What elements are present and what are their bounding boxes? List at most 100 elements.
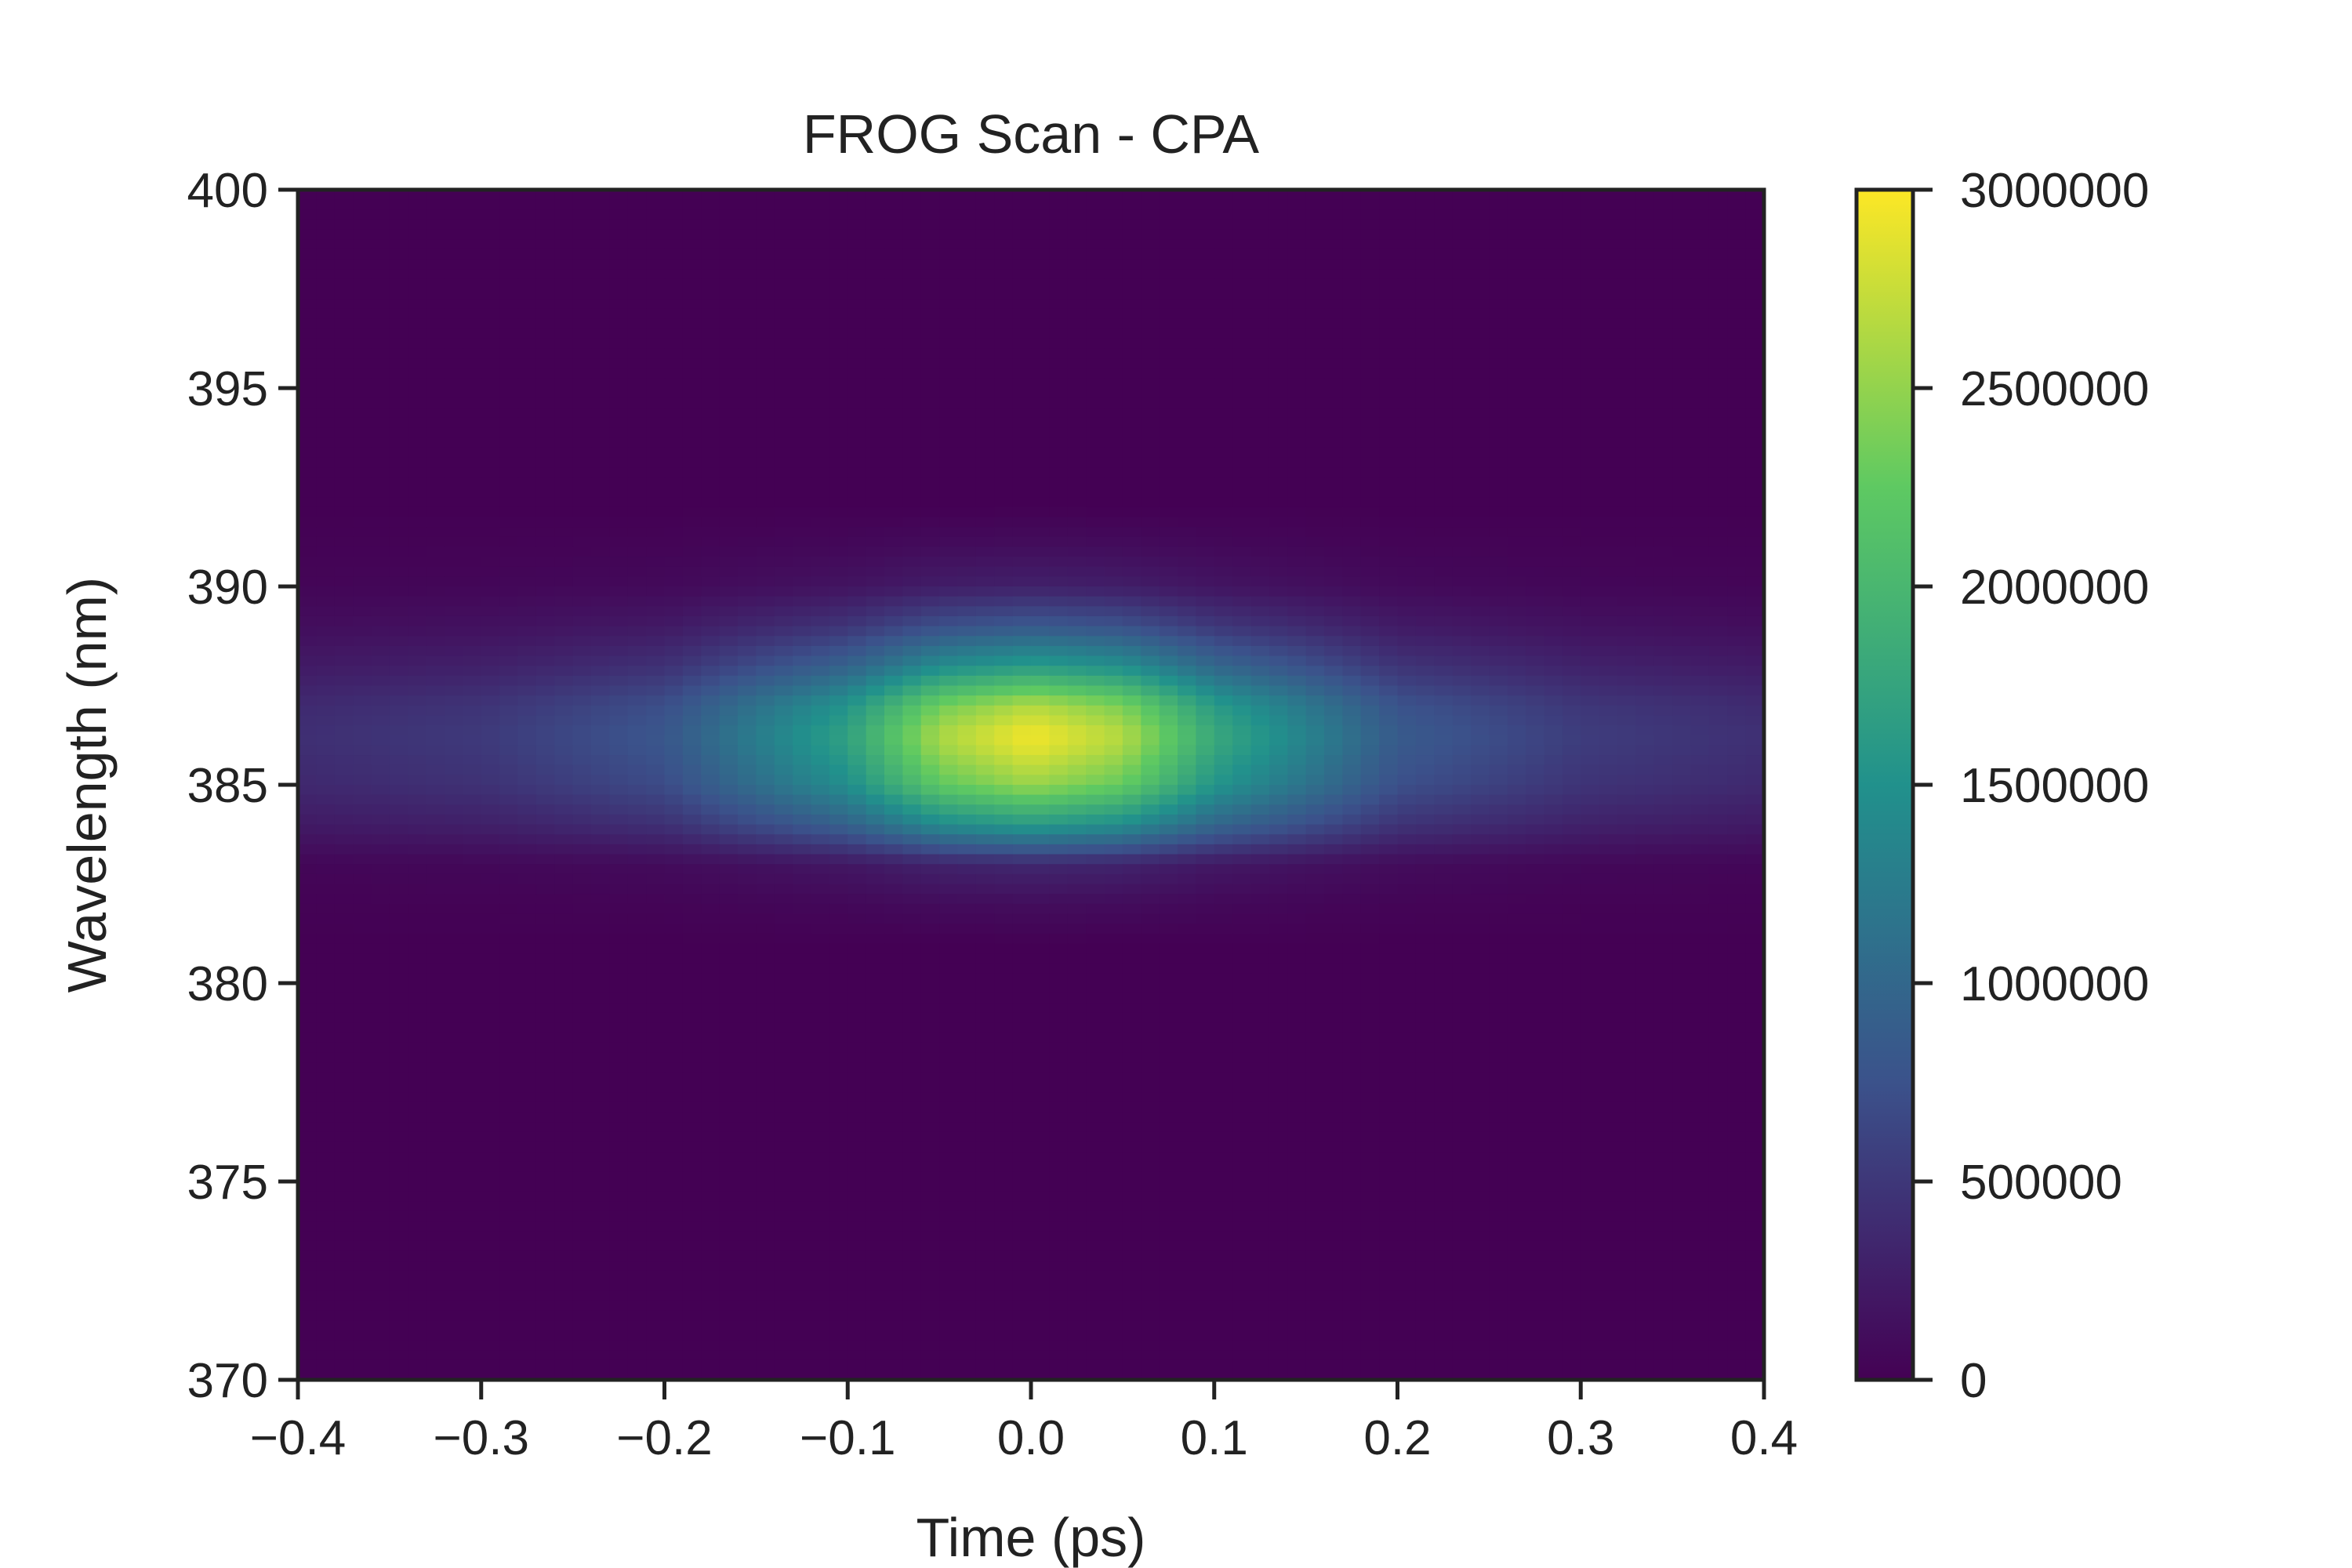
heatmap-cell bbox=[554, 626, 574, 637]
heatmap-cell bbox=[1415, 427, 1435, 438]
heatmap-cell bbox=[756, 299, 775, 310]
heatmap-cell bbox=[1104, 477, 1123, 488]
heatmap-cell bbox=[1031, 259, 1050, 270]
heatmap-cell bbox=[646, 645, 666, 657]
heatmap-cell bbox=[371, 596, 390, 607]
heatmap-cell bbox=[756, 289, 775, 299]
heatmap-cell bbox=[591, 705, 610, 717]
heatmap-cell bbox=[1471, 745, 1490, 756]
heatmap-cell bbox=[1012, 695, 1032, 706]
heatmap-cell bbox=[463, 794, 482, 805]
heatmap-cell bbox=[1122, 358, 1142, 369]
heatmap-cell bbox=[1232, 447, 1252, 459]
heatmap-cell bbox=[1672, 755, 1692, 766]
heatmap-cell bbox=[920, 715, 940, 726]
heatmap-cell bbox=[389, 695, 408, 706]
heatmap-cell bbox=[371, 655, 390, 666]
heatmap-cell bbox=[1086, 467, 1105, 478]
heatmap-cell bbox=[499, 576, 519, 587]
heatmap-cell bbox=[1544, 586, 1563, 597]
heatmap-cell bbox=[1745, 685, 1764, 696]
heatmap-cell bbox=[1415, 467, 1435, 478]
heatmap-cell bbox=[499, 259, 519, 270]
heatmap-cell bbox=[316, 785, 336, 796]
heatmap-cell bbox=[1342, 705, 1362, 717]
heatmap-cell bbox=[1287, 219, 1307, 230]
heatmap-cell bbox=[499, 775, 519, 786]
heatmap-cell bbox=[353, 586, 372, 597]
heatmap-cell bbox=[1250, 546, 1270, 557]
heatmap-cell bbox=[1672, 794, 1692, 805]
heatmap-cell bbox=[1379, 695, 1399, 706]
heatmap-cell bbox=[591, 457, 610, 468]
heatmap-cell bbox=[353, 358, 372, 369]
heatmap-cell bbox=[682, 666, 702, 677]
heatmap-cell bbox=[1342, 557, 1362, 568]
heatmap-cell bbox=[975, 408, 995, 419]
heatmap-cell bbox=[1232, 785, 1252, 796]
heatmap-cell bbox=[1360, 506, 1380, 518]
heatmap-cell bbox=[517, 259, 537, 270]
heatmap-cell bbox=[609, 190, 629, 201]
heatmap-cell bbox=[609, 675, 629, 687]
heatmap-cell bbox=[774, 566, 793, 577]
heatmap-cell bbox=[1745, 715, 1764, 726]
heatmap-cell bbox=[1324, 675, 1343, 687]
heatmap-cell bbox=[646, 348, 666, 359]
heatmap-cell bbox=[1452, 785, 1472, 796]
heatmap-cell bbox=[1031, 427, 1050, 438]
heatmap-cell bbox=[793, 408, 812, 419]
heatmap-cell bbox=[1452, 596, 1472, 607]
heatmap-cell bbox=[408, 497, 427, 508]
heatmap-cell bbox=[1727, 368, 1747, 379]
heatmap-cell bbox=[1159, 586, 1178, 597]
heatmap-cell bbox=[682, 249, 702, 260]
heatmap-cell bbox=[371, 615, 390, 627]
heatmap-cell bbox=[316, 348, 336, 359]
heatmap-cell bbox=[499, 229, 519, 240]
heatmap-cell bbox=[445, 397, 463, 408]
heatmap-cell bbox=[682, 467, 702, 478]
heatmap-cell bbox=[793, 219, 812, 230]
heatmap-cell bbox=[1581, 368, 1600, 379]
heatmap-cell bbox=[1086, 437, 1105, 448]
heatmap-cell bbox=[756, 358, 775, 369]
heatmap-cell bbox=[554, 735, 574, 746]
heatmap-cell bbox=[957, 586, 977, 597]
heatmap-cell bbox=[426, 229, 445, 240]
heatmap-cell bbox=[646, 735, 666, 746]
heatmap-cell bbox=[1581, 457, 1600, 468]
heatmap-cell bbox=[389, 308, 408, 320]
heatmap-cell bbox=[463, 606, 482, 617]
heatmap-cell bbox=[499, 705, 519, 717]
heatmap-cell bbox=[866, 626, 885, 637]
heatmap-cell bbox=[1031, 606, 1050, 617]
heatmap-cell bbox=[371, 397, 390, 408]
heatmap-cell bbox=[1342, 388, 1362, 399]
heatmap-cell bbox=[481, 427, 500, 438]
heatmap-cell bbox=[646, 289, 666, 299]
heatmap-cell bbox=[884, 338, 903, 349]
heatmap-cell bbox=[1104, 289, 1123, 299]
heatmap-cell bbox=[609, 477, 629, 488]
heatmap-cell bbox=[499, 645, 519, 657]
heatmap-cell bbox=[517, 417, 537, 429]
heatmap-cell bbox=[756, 308, 775, 320]
heatmap-cell bbox=[920, 239, 940, 250]
heatmap-cell bbox=[1434, 487, 1454, 498]
heatmap-cell bbox=[1434, 566, 1454, 577]
heatmap-cell bbox=[1086, 527, 1105, 538]
heatmap-cell bbox=[884, 437, 903, 448]
heatmap-cell bbox=[499, 487, 519, 498]
heatmap-cell bbox=[1471, 655, 1490, 666]
heatmap-cell bbox=[316, 715, 336, 726]
heatmap-cell bbox=[1581, 199, 1600, 210]
heatmap-cell bbox=[371, 695, 390, 706]
heatmap-cell bbox=[1599, 328, 1618, 339]
heatmap-cell bbox=[1599, 368, 1618, 379]
heatmap-cell bbox=[1434, 278, 1454, 290]
heatmap-cell bbox=[353, 606, 372, 617]
heatmap-cell bbox=[445, 606, 463, 617]
heatmap-cell bbox=[902, 487, 922, 498]
